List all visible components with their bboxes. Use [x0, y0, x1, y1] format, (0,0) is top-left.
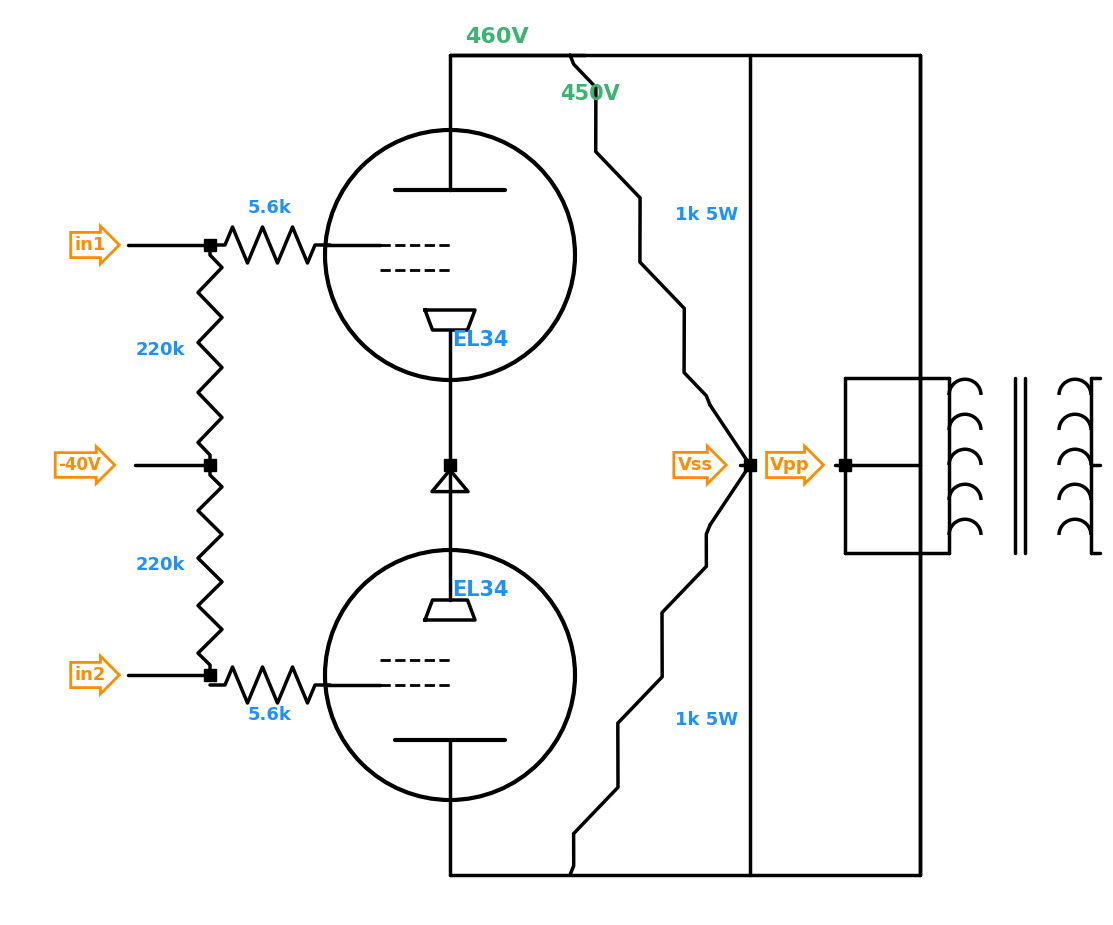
- Text: in1: in1: [75, 236, 106, 254]
- Text: 5.6k: 5.6k: [248, 199, 292, 217]
- Bar: [444, 459, 456, 471]
- Bar: [204, 239, 216, 251]
- Text: 5.6k: 5.6k: [248, 706, 292, 724]
- Text: 1k 5W: 1k 5W: [674, 711, 738, 729]
- Text: Vpp: Vpp: [770, 456, 810, 474]
- Text: 220k: 220k: [136, 341, 185, 359]
- Bar: [839, 459, 851, 471]
- Text: EL34: EL34: [452, 330, 509, 350]
- Bar: [204, 669, 216, 681]
- Text: Vss: Vss: [678, 456, 712, 474]
- Text: 220k: 220k: [136, 556, 185, 574]
- Bar: [204, 459, 216, 471]
- Text: in2: in2: [75, 666, 106, 684]
- Text: EL34: EL34: [452, 580, 509, 600]
- Bar: [743, 459, 756, 471]
- Text: 450V: 450V: [560, 84, 620, 104]
- Text: 1k 5W: 1k 5W: [674, 206, 738, 224]
- Text: -40V: -40V: [59, 456, 101, 474]
- Text: 460V: 460V: [465, 27, 529, 47]
